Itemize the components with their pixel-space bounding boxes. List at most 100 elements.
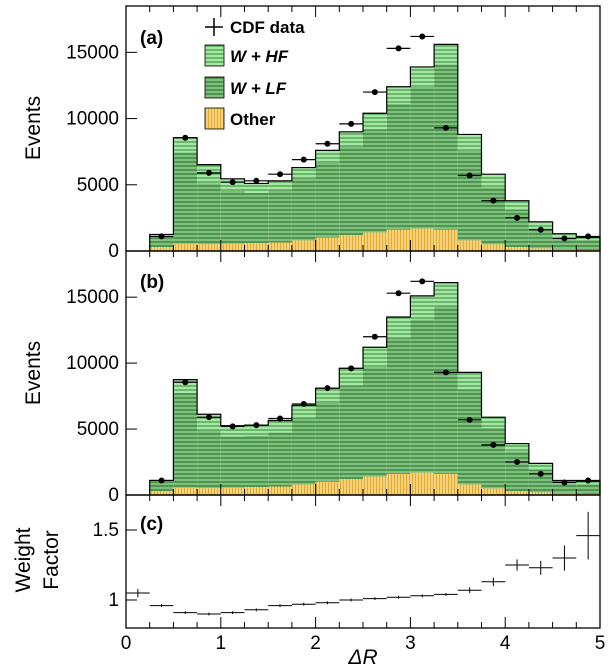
bar-hf xyxy=(291,405,316,419)
bar-hf xyxy=(220,425,245,437)
data-point xyxy=(371,89,378,96)
bar-lf xyxy=(220,190,245,244)
bar-lf xyxy=(197,430,221,489)
bar-lf xyxy=(268,432,292,487)
bar-hf xyxy=(173,379,198,393)
data-point xyxy=(324,140,331,147)
bar-lf xyxy=(505,451,529,492)
bar-hf xyxy=(268,180,292,191)
bar-lf xyxy=(552,237,577,250)
bar-lf xyxy=(339,146,363,236)
bar-hf xyxy=(528,221,553,229)
bar-lf xyxy=(220,436,245,488)
bar-other xyxy=(410,472,435,495)
bar-lf xyxy=(244,435,269,488)
data-point xyxy=(229,423,236,430)
stack-outline xyxy=(149,43,601,251)
bar-hf xyxy=(339,131,363,147)
panel-c-label: (c) xyxy=(140,514,163,535)
panel-b: 0 5000 10000 15000 (b) Events xyxy=(22,250,601,506)
x-axis-title: ΔR xyxy=(347,646,377,669)
y-tick-label: 10000 xyxy=(66,353,119,374)
panel-b-axis: 0 5000 10000 15000 xyxy=(66,251,601,506)
bar-other xyxy=(505,491,529,495)
bar-other xyxy=(363,232,387,251)
bar-hf xyxy=(505,443,529,452)
legend-label-other: Other xyxy=(230,110,276,129)
x-tick-label: 5 xyxy=(595,633,606,654)
bar-other xyxy=(386,473,411,495)
bar-lf xyxy=(149,236,174,248)
data-point xyxy=(490,197,497,204)
data-point xyxy=(277,415,284,422)
bar-lf xyxy=(363,367,387,477)
data-point xyxy=(300,156,307,163)
legend-label-hf: W + HF xyxy=(230,47,289,66)
data-point xyxy=(537,470,544,477)
data-point xyxy=(182,134,189,141)
bar-lf xyxy=(505,209,529,248)
panel-c-points xyxy=(126,511,600,616)
bar-hf xyxy=(244,183,269,193)
data-point xyxy=(324,385,331,392)
bar-lf xyxy=(410,319,435,473)
legend-entry-data: CDF data xyxy=(205,18,305,37)
bar-other xyxy=(173,243,198,251)
data-point xyxy=(253,422,260,429)
bar-hf xyxy=(457,372,482,390)
bar-lf xyxy=(528,228,553,249)
panel-c-axis: 11.5 xyxy=(93,495,601,628)
bar-hf xyxy=(244,425,269,436)
data-point xyxy=(466,172,473,179)
x-tick-label: 1 xyxy=(216,633,227,654)
data-point xyxy=(277,171,284,178)
bar-lf xyxy=(434,306,458,474)
y-tick-label: 0 xyxy=(108,241,119,262)
data-point xyxy=(514,459,521,466)
y-tick-label: 5000 xyxy=(77,419,119,440)
bar-lf xyxy=(173,392,198,488)
bar-hf xyxy=(481,417,506,428)
bar-other xyxy=(339,479,363,495)
bar-other xyxy=(552,249,577,251)
bar-other xyxy=(315,481,340,495)
bar-other xyxy=(197,488,221,495)
bar-other xyxy=(457,484,482,495)
data-point xyxy=(158,477,165,484)
panel-c: 11.5 (c) Weight Factor xyxy=(12,494,601,629)
bar-lf xyxy=(457,389,482,485)
bar-lf xyxy=(434,64,458,230)
bar-hf xyxy=(434,44,458,65)
panel-b-label: (b) xyxy=(140,272,164,293)
legend-entry-hf: W + HF xyxy=(204,44,289,67)
legend-swatch-hf xyxy=(204,44,225,67)
bar-other xyxy=(197,244,221,251)
bar-lf xyxy=(244,192,269,244)
data-point xyxy=(229,179,236,186)
data-point xyxy=(585,233,592,240)
data-point xyxy=(205,414,212,421)
y-tick-label: 1 xyxy=(108,590,119,611)
panel-a-histogram xyxy=(149,33,601,251)
data-point xyxy=(419,278,426,285)
data-point xyxy=(300,400,307,407)
data-point xyxy=(158,233,165,240)
data-point xyxy=(395,45,402,52)
bar-other xyxy=(149,491,174,495)
bar-other xyxy=(481,488,506,495)
panel-a-axis: 0 5000 10000 15000 xyxy=(66,6,601,262)
bar-other xyxy=(220,487,245,495)
legend-entry-other: Other xyxy=(204,107,276,130)
bar-other xyxy=(315,237,340,251)
y-tick-label: 10000 xyxy=(66,109,119,130)
y-tick-label: 1.5 xyxy=(93,520,119,541)
bar-lf xyxy=(576,484,600,494)
bar-other xyxy=(363,476,387,495)
bar-other xyxy=(220,243,245,251)
panel-a-y-axis-title: Events xyxy=(22,96,45,160)
bar-hf xyxy=(505,200,529,210)
bar-hf xyxy=(410,66,435,87)
bar-lf xyxy=(410,86,435,229)
bar-other xyxy=(434,473,458,495)
